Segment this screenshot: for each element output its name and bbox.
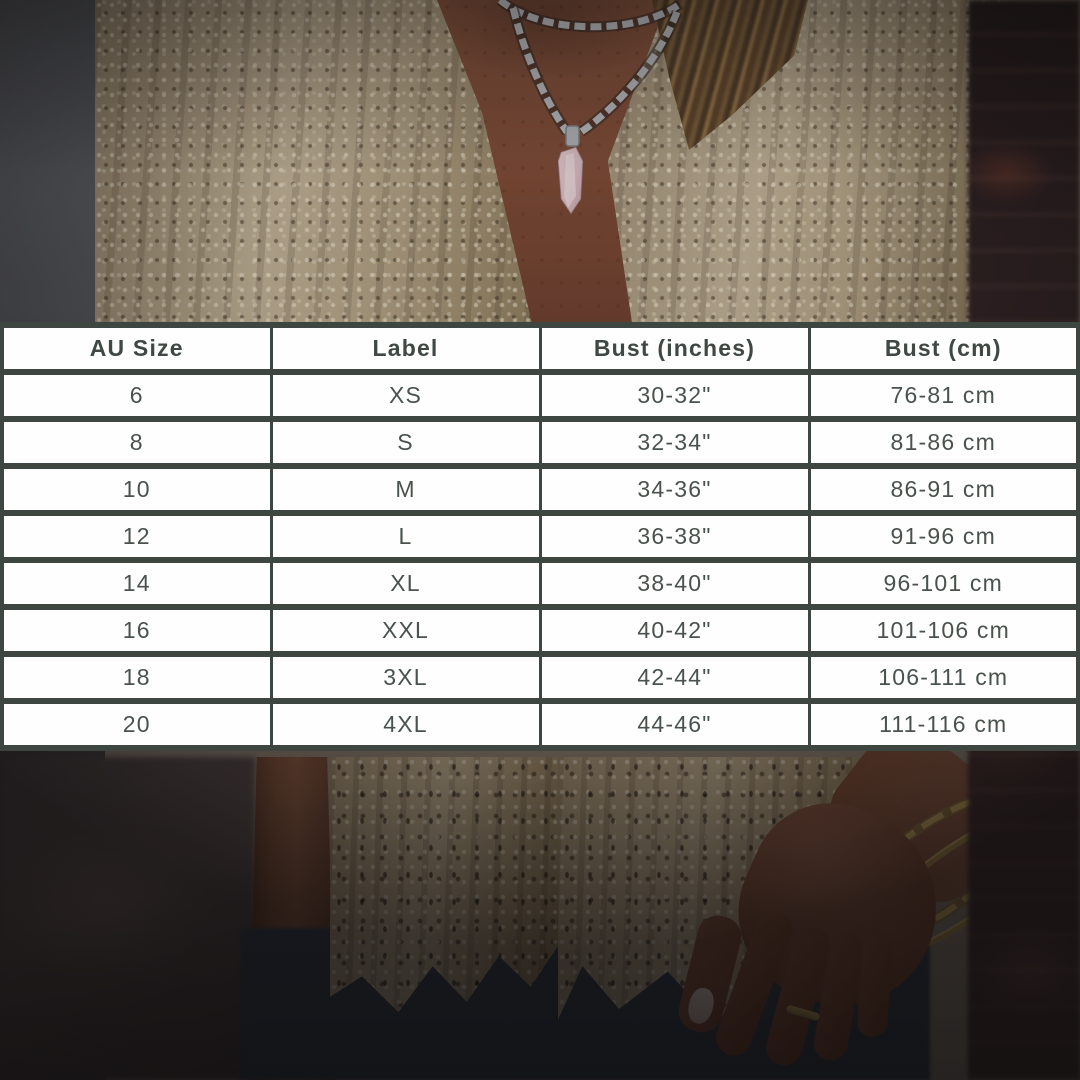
header-row: AU Size Label Bust (inches) Bust (cm) bbox=[0, 322, 1080, 375]
table-cell: 36-38" bbox=[538, 510, 811, 563]
table-cell: 10 bbox=[0, 463, 273, 516]
table-cell: 42-44" bbox=[538, 651, 811, 704]
table-cell: M bbox=[269, 463, 542, 516]
column-header-au-size: AU Size bbox=[0, 322, 273, 375]
table-row: 6 XS 30-32" 76-81 cm bbox=[0, 369, 1080, 422]
thumbnail bbox=[685, 985, 718, 1027]
table-cell: 8 bbox=[0, 416, 273, 469]
table-cell: XS bbox=[269, 369, 542, 422]
table-cell: 81-86 cm bbox=[807, 416, 1080, 469]
table-cell: 34-36" bbox=[538, 463, 811, 516]
table-row: 16 XXL 40-42" 101-106 cm bbox=[0, 604, 1080, 657]
table-cell: 44-46" bbox=[538, 698, 811, 751]
table-cell: 101-106 cm bbox=[807, 604, 1080, 657]
table-row: 14 XL 38-40" 96-101 cm bbox=[0, 557, 1080, 610]
table-cell: 3XL bbox=[269, 651, 542, 704]
table-row: 10 M 34-36" 86-91 cm bbox=[0, 463, 1080, 516]
table-cell: 4XL bbox=[269, 698, 542, 751]
table-cell: 111-116 cm bbox=[807, 698, 1080, 751]
size-table-header: AU Size Label Bust (inches) Bust (cm) bbox=[0, 322, 1080, 375]
table-cell: 6 bbox=[0, 369, 273, 422]
table-cell: 20 bbox=[0, 698, 273, 751]
table-cell: 38-40" bbox=[538, 557, 811, 610]
table-cell: S bbox=[269, 416, 542, 469]
table-cell: 18 bbox=[0, 651, 273, 704]
table-cell: 32-34" bbox=[538, 416, 811, 469]
table-cell: 30-32" bbox=[538, 369, 811, 422]
column-header-bust-inches: Bust (inches) bbox=[538, 322, 811, 375]
table-row: 12 L 36-38" 91-96 cm bbox=[0, 510, 1080, 563]
table-cell: 12 bbox=[0, 510, 273, 563]
table-cell: 40-42" bbox=[538, 604, 811, 657]
pendant-necklace bbox=[496, 0, 684, 216]
table-cell: 96-101 cm bbox=[807, 557, 1080, 610]
column-header-label: Label bbox=[269, 322, 542, 375]
size-table-body: 6 XS 30-32" 76-81 cm 8 S 32-34" 81-86 cm 10 M 34-3… bbox=[0, 369, 1080, 751]
table-cell: 76-81 cm bbox=[807, 369, 1080, 422]
table-cell: XL bbox=[269, 557, 542, 610]
table-cell: 106-111 cm bbox=[807, 651, 1080, 704]
table-cell: 86-91 cm bbox=[807, 463, 1080, 516]
finger bbox=[856, 930, 894, 1038]
table-cell: L bbox=[269, 510, 542, 563]
table-row: 8 S 32-34" 81-86 cm bbox=[0, 416, 1080, 469]
table-cell: XXL bbox=[269, 604, 542, 657]
knit-cardigan-hem-left bbox=[330, 757, 558, 1012]
background-wall-bottom-left bbox=[0, 757, 255, 1080]
table-cell: 91-96 cm bbox=[807, 510, 1080, 563]
column-header-bust-cm: Bust (cm) bbox=[807, 322, 1080, 375]
table-row: 20 4XL 44-46" 111-116 cm bbox=[0, 698, 1080, 751]
table-row: 18 3XL 42-44" 106-111 cm bbox=[0, 651, 1080, 704]
model-right-hand bbox=[674, 710, 1051, 1080]
table-cell: 16 bbox=[0, 604, 273, 657]
table-cell: 14 bbox=[0, 557, 273, 610]
